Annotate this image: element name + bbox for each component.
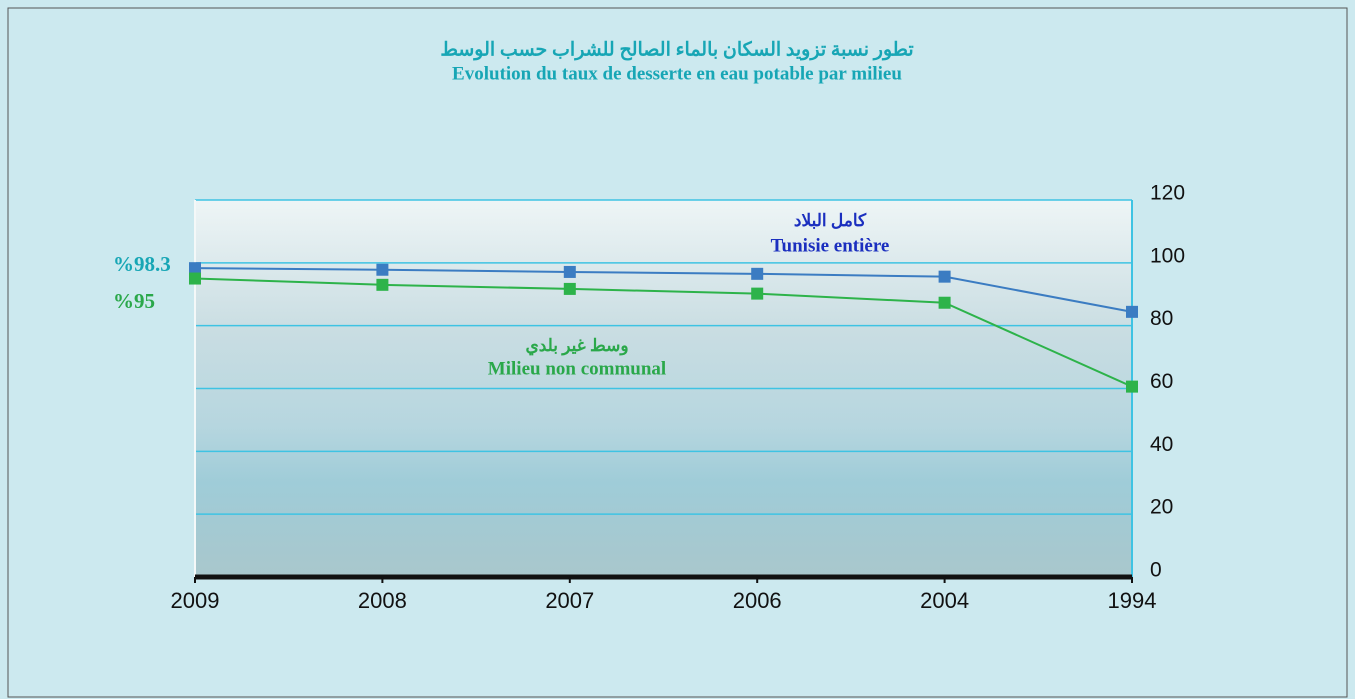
marker <box>563 265 576 278</box>
marker <box>751 267 764 280</box>
x-tick-label: 2007 <box>545 588 594 613</box>
y-tick-label: 60 <box>1150 370 1173 393</box>
y-tick-label: 100 <box>1150 244 1185 267</box>
series-line <box>194 267 1133 313</box>
y-tick-label: 120 <box>1150 182 1185 205</box>
y-tick-label: 80 <box>1150 307 1173 330</box>
y-tick-label: 0 <box>1150 559 1162 582</box>
marker <box>563 282 576 295</box>
series-label: Milieu non communal <box>488 358 666 379</box>
value-label: %95 <box>113 289 155 313</box>
series-label-ar: كامل البلاد <box>794 211 867 230</box>
x-tick-label: 2009 <box>171 588 220 613</box>
marker <box>189 262 201 275</box>
x-tick-label: 1994 <box>1108 588 1157 613</box>
marker <box>938 296 951 309</box>
value-label: %98.3 <box>113 252 171 276</box>
chart-title-ar: تطور نسبة تزويد السكان بالماء الصالح للش… <box>440 39 913 60</box>
y-tick-label: 40 <box>1150 433 1173 456</box>
series-label: Tunisie entière <box>771 235 890 256</box>
y-tick-label: 20 <box>1150 496 1173 519</box>
marker <box>751 287 764 300</box>
marker <box>189 272 201 285</box>
x-tick-label: 2004 <box>920 588 969 613</box>
marker <box>376 263 389 276</box>
marker <box>1126 305 1138 318</box>
series-label-ar: وسط غير بلدي <box>525 336 628 356</box>
marker <box>938 270 951 283</box>
marker <box>376 278 389 291</box>
x-tick-label: 2006 <box>733 588 782 613</box>
chart-title: Evolution du taux de desserte en eau pot… <box>452 63 902 84</box>
x-tick-label: 2008 <box>358 588 407 613</box>
series-line <box>194 277 1133 388</box>
marker <box>1126 380 1138 393</box>
